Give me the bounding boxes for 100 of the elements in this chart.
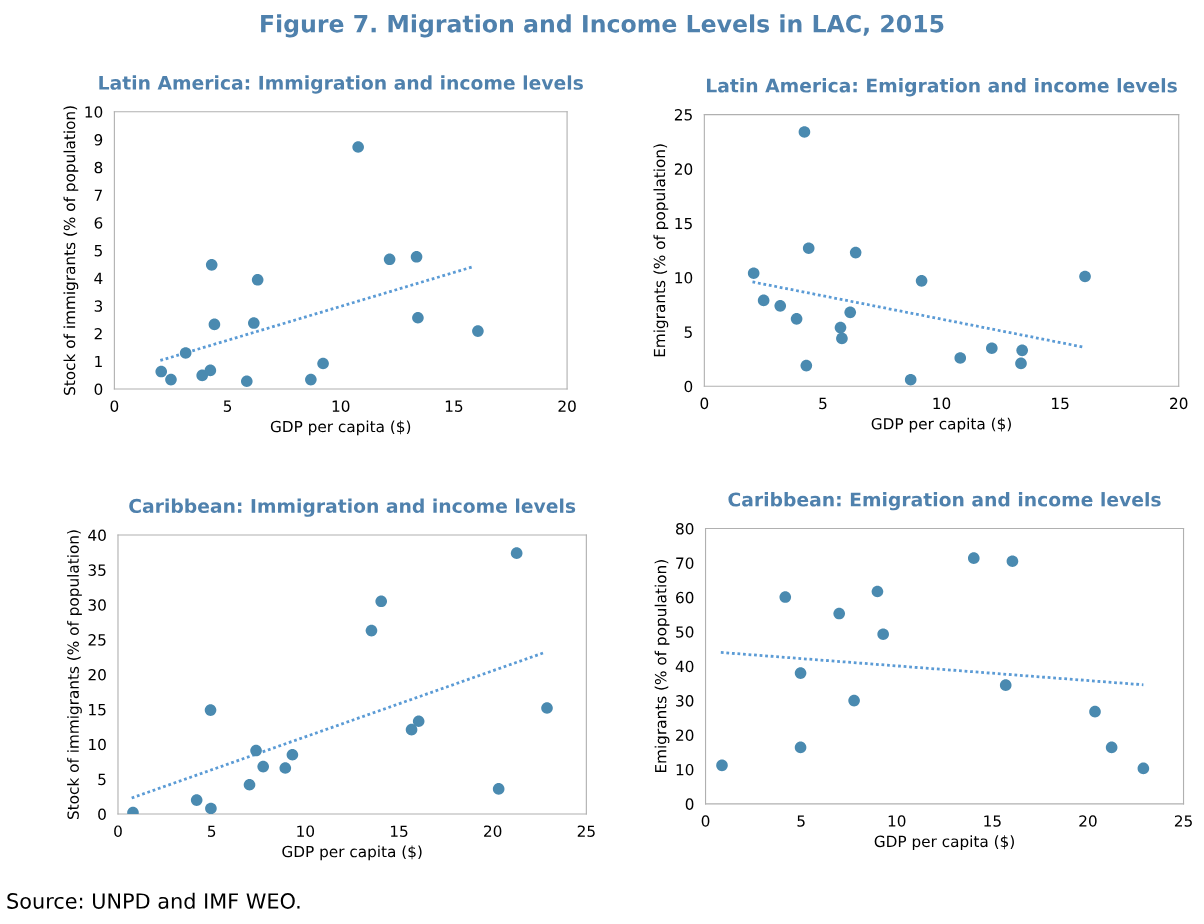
point	[279, 762, 292, 774]
y-tick-label: 0	[685, 798, 694, 810]
y-tick-label: 0	[94, 383, 103, 396]
point	[205, 802, 217, 815]
point	[836, 332, 848, 345]
point	[165, 373, 177, 386]
point	[986, 342, 998, 355]
x-tick-label: 10	[933, 397, 951, 410]
point	[848, 694, 860, 707]
point	[999, 679, 1012, 691]
source-note: Source: UNPD and IMF WEO.	[7, 892, 300, 909]
x-tick-label: 0	[114, 825, 122, 837]
point	[240, 375, 253, 388]
y-tick-label: 50	[676, 626, 694, 638]
y-axis-title: Emigrants (% of population)	[653, 144, 669, 357]
point	[305, 373, 317, 386]
y-tick-label: 80	[676, 522, 694, 535]
y-tick-label: 15	[89, 704, 106, 716]
point	[179, 347, 192, 359]
point	[205, 259, 218, 271]
y-tick-label: 5	[98, 773, 106, 786]
point	[1016, 344, 1028, 357]
point	[1079, 270, 1091, 283]
caption: Figure 7. Migration and Income Levels in LAC, 2015	[261, 14, 944, 38]
point	[286, 748, 299, 761]
y-tick-label: 0	[684, 380, 693, 393]
point	[243, 778, 256, 791]
point	[204, 364, 217, 377]
x-tick-label: 10	[888, 815, 906, 827]
y-tick-label: 25	[674, 109, 692, 121]
point	[405, 723, 418, 736]
point	[1089, 705, 1101, 718]
y-tick-label: 10	[675, 272, 693, 284]
y-tick-label: 4	[94, 272, 103, 284]
y-tick-label: 9	[94, 133, 103, 146]
x-tick-label: 5	[207, 825, 216, 837]
y-tick-label: 40	[88, 529, 106, 542]
x-tick-label: 20	[484, 825, 502, 837]
point	[904, 373, 917, 386]
y-tick-label: 10	[89, 738, 106, 751]
point	[1137, 762, 1150, 775]
x-tick-label: 0	[701, 815, 710, 827]
x-tick-label: 10	[332, 400, 350, 412]
point	[208, 318, 221, 331]
point	[794, 741, 807, 754]
y-axis-title: Stock of immigrants (% of population)	[67, 530, 82, 819]
point	[510, 547, 523, 559]
point	[257, 760, 269, 773]
x-tick-label: 5	[223, 400, 232, 412]
y-tick-label: 10	[85, 106, 103, 118]
point	[410, 250, 423, 263]
y-tick-label: 5	[94, 245, 102, 257]
y-tick-label: 60	[676, 591, 694, 604]
point	[383, 253, 396, 266]
x-tick-label: 25	[577, 825, 595, 837]
x-tick-label: 5	[819, 397, 827, 410]
point	[800, 359, 813, 372]
x-tick-label: 0	[700, 397, 709, 410]
point	[472, 325, 484, 337]
point	[954, 352, 967, 364]
point	[802, 242, 815, 255]
x-axis-title: GDP per capita ($)	[874, 835, 1014, 851]
x-tick-label: 15	[1052, 397, 1069, 410]
point	[877, 628, 889, 640]
chart-title: Latin America: Immigration and income levels	[99, 75, 583, 94]
point	[541, 702, 553, 714]
x-tick-label: 25	[1174, 815, 1192, 827]
x-tick-label: 15	[445, 400, 463, 412]
y-tick-label: 20	[674, 163, 693, 175]
y-axis-title: Stock of immigrants (% of population)	[63, 106, 79, 395]
point	[844, 306, 857, 319]
x-axis-title: GDP per capita ($)	[871, 417, 1011, 433]
point	[798, 126, 811, 138]
y-tick-label: 35	[88, 564, 106, 576]
point	[915, 275, 928, 287]
x-tick-label: 10	[297, 825, 315, 837]
point	[790, 313, 803, 325]
x-tick-label: 20	[1170, 397, 1188, 410]
y-tick-label: 10	[676, 763, 694, 776]
point	[365, 624, 378, 637]
y-tick-label: 30	[88, 599, 106, 611]
x-tick-label: 0	[110, 400, 119, 412]
y-tick-label: 1	[95, 355, 102, 368]
chart-title: Caribbean: Immigration and income levels	[129, 498, 576, 517]
y-tick-label: 3	[94, 300, 103, 312]
x-tick-label: 20	[1079, 815, 1097, 827]
x-tick-label: 15	[390, 825, 408, 837]
x-tick-label: 20	[558, 400, 576, 412]
y-tick-label: 7	[94, 189, 102, 201]
point	[412, 311, 424, 324]
point	[412, 715, 425, 728]
y-tick-label: 2	[94, 328, 102, 340]
point	[794, 667, 807, 679]
point	[248, 317, 260, 329]
x-tick-label: 5	[797, 815, 805, 827]
y-tick-label: 20	[676, 729, 694, 742]
point	[833, 607, 845, 620]
point	[967, 552, 980, 564]
point	[871, 585, 884, 598]
x-axis-title: GDP per capita ($)	[282, 845, 422, 861]
